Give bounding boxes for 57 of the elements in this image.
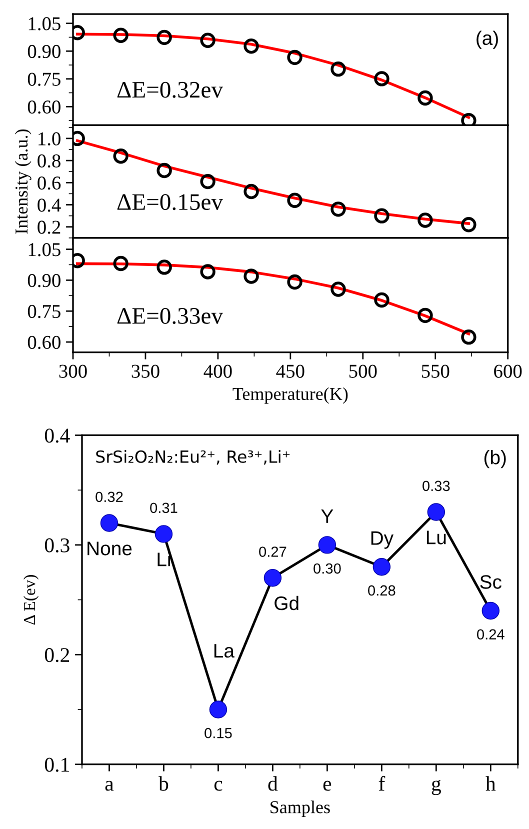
y-tick-label: 0.75 — [28, 72, 60, 86]
x-tick-label: 500 — [349, 364, 377, 378]
y-tick-label: 0.2 — [38, 220, 60, 234]
y-tick-label: 0.4 — [38, 198, 61, 212]
annotation: (b) — [484, 450, 506, 468]
x-tick-label: 450 — [276, 364, 304, 378]
x-tick-label: h — [486, 776, 496, 791]
annotation: (a) — [476, 30, 498, 49]
annotation: ΔE=0.33ev — [117, 308, 224, 324]
data-label: 0.30 — [314, 563, 341, 574]
y-tick-label: 0.75 — [28, 304, 60, 318]
x-tick-label: e — [323, 780, 332, 791]
annotation: Lu — [426, 530, 446, 544]
data-label: 0.24 — [477, 629, 504, 640]
y-tick-label: 0.60 — [28, 336, 60, 350]
x-tick-label: a — [105, 780, 114, 791]
x-tick-label: d — [268, 776, 278, 791]
annotation: SrSi₂O₂N₂:Eu²⁺, Re³⁺,Li⁺ — [96, 450, 290, 465]
y-tick-label: 0.60 — [28, 100, 60, 114]
y-tick-label: 0.90 — [28, 44, 60, 58]
y-tick-label: 0.90 — [28, 274, 60, 288]
y-tick-label: 0.3 — [44, 538, 70, 552]
annotation: Gd — [274, 596, 298, 610]
x-tick-label: 600 — [494, 364, 522, 378]
annotation: Dy — [371, 531, 394, 549]
data-label: 0.28 — [368, 585, 396, 596]
x-tick-label: g — [432, 780, 441, 796]
x-tick-label: 550 — [422, 364, 450, 378]
data-label: 0.27 — [259, 546, 286, 557]
x-axis-title: Samples — [270, 800, 330, 817]
y-tick-label: 0.2 — [44, 648, 70, 662]
x-axis-title: Temperature(K) — [232, 387, 348, 404]
data-label: 0.33 — [422, 480, 450, 492]
y-tick-label: 1.05 — [28, 17, 60, 30]
y-axis-title: Intensity (a.u.) — [14, 129, 32, 234]
y-tick-label: 1.05 — [28, 243, 60, 256]
x-tick-label: c — [214, 780, 222, 791]
annotation: ΔE=0.32ev — [117, 82, 224, 98]
y-tick-label: 0.4 — [44, 428, 70, 443]
annotation: Sc — [480, 575, 502, 589]
x-tick-label: 400 — [204, 364, 232, 378]
x-tick-label: f — [378, 776, 386, 791]
data-label: 0.31 — [150, 502, 178, 514]
y-tick-label: 1.0 — [38, 132, 60, 146]
annotation: ΔE=0.15ev — [117, 194, 224, 210]
y-tick-label: 0.1 — [44, 758, 69, 772]
annotation: La — [214, 644, 234, 658]
annotation: Y — [321, 509, 334, 523]
x-tick-label: 350 — [132, 364, 160, 378]
annotation: None — [88, 542, 132, 556]
y-tick-label: 0.6 — [38, 176, 61, 190]
y-axis-title: Δ E(ev) — [23, 575, 39, 625]
y-tick-label: 0.8 — [38, 154, 60, 168]
x-tick-label: 300 — [59, 364, 87, 378]
data-label: 0.32 — [96, 492, 123, 502]
data-label: 0.15 — [204, 728, 232, 738]
x-tick-label: b — [158, 776, 168, 791]
